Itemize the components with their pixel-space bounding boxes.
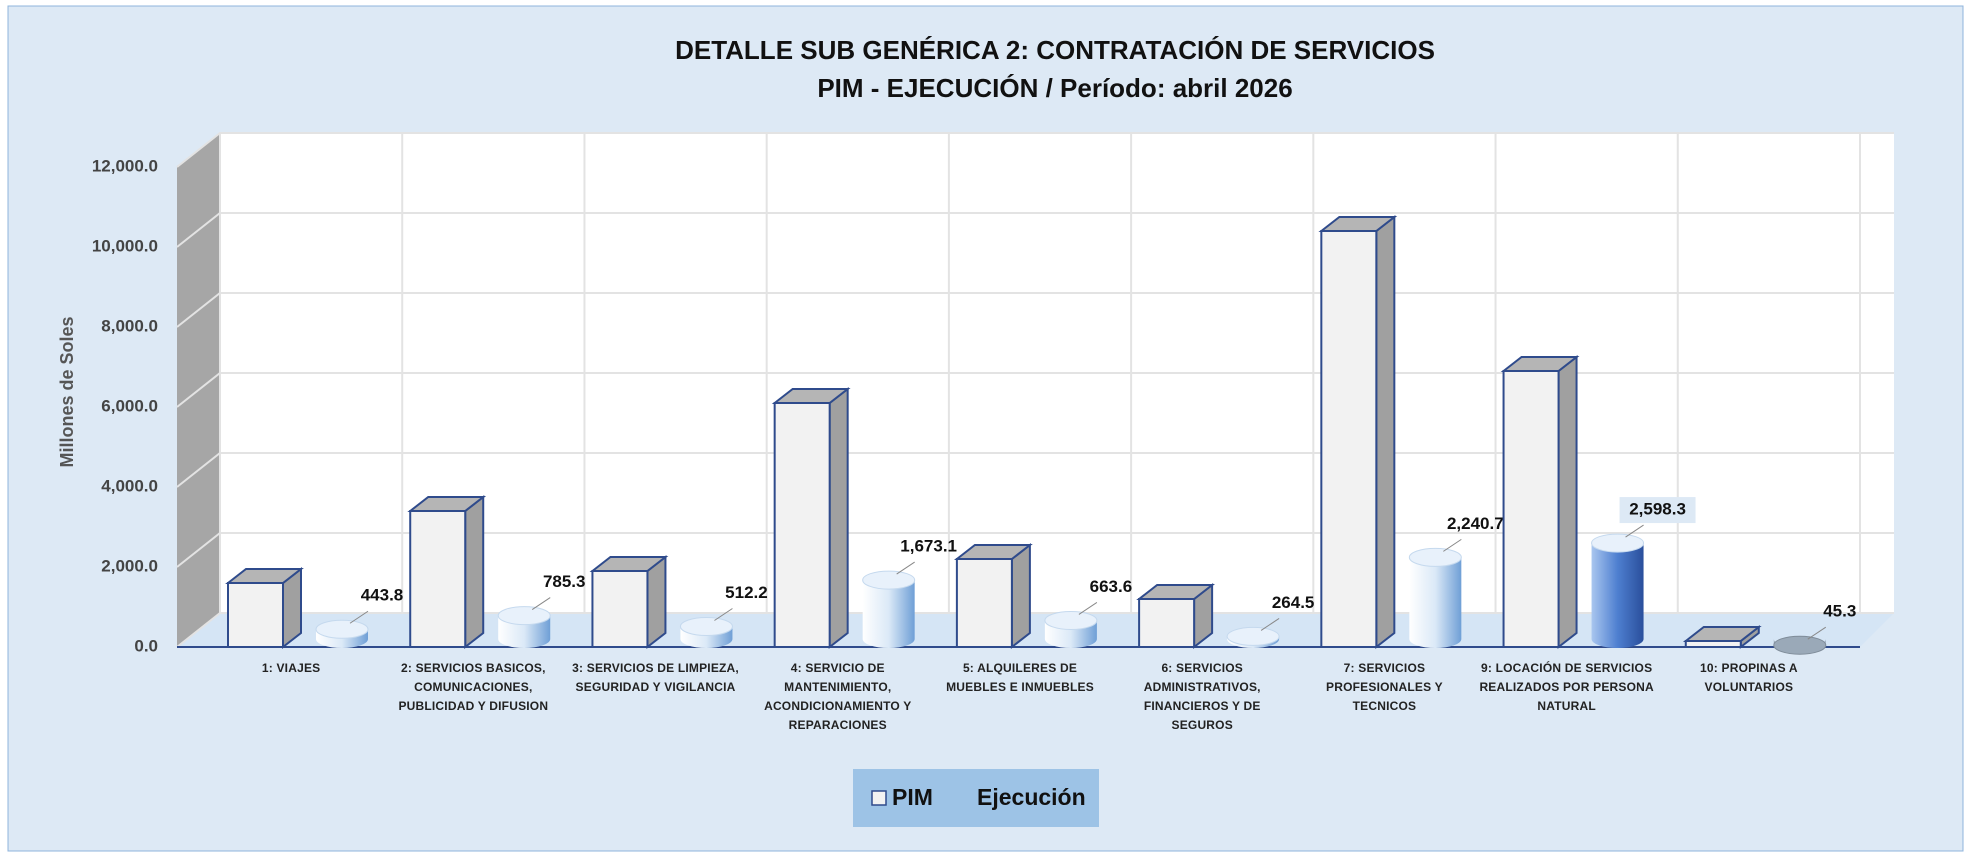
value-label: 443.8 — [361, 586, 404, 605]
ejecucion-bar-top — [1773, 635, 1827, 655]
ejecucion-bar — [862, 580, 915, 648]
pim-bar — [407, 494, 487, 650]
pim-bar-face — [227, 582, 284, 648]
pim-bar-face — [1375, 214, 1396, 650]
leader-line — [531, 597, 551, 611]
ejecucion-bar-top — [1408, 547, 1462, 567]
pim-bar-face — [646, 554, 667, 650]
y-tick-label: 6,000.0 — [101, 396, 158, 415]
pim-bar-face — [1138, 598, 1196, 648]
x-tick-label: 9: LOCACIÓN DE SERVICIOS REALIZADOS POR … — [1479, 661, 1654, 713]
ejecucion-bar-top — [1044, 610, 1098, 630]
ejecucion-bar — [1591, 543, 1644, 648]
x-tick-label: 5: ALQUILERES DE MUEBLES E INMUEBLES — [946, 661, 1094, 694]
pim-bar-face — [828, 386, 849, 650]
ejecucion-bar — [1409, 557, 1462, 648]
ejecucion-bar-top — [862, 570, 916, 590]
pim-bar — [1318, 214, 1398, 650]
leader-line — [1260, 618, 1280, 631]
pim-bar-face — [955, 558, 1013, 648]
leader-line — [714, 608, 733, 621]
value-label: 2,240.7 — [1447, 514, 1504, 533]
pim-bar — [589, 554, 669, 650]
value-label: 785.3 — [543, 572, 586, 591]
x-tick-label: 3: SERVICIOS DE LIMPIEZA, SEGURIDAD Y VI… — [572, 661, 739, 694]
ejecucion-bar-top — [315, 619, 369, 639]
value-label: 45.3 — [1823, 602, 1856, 621]
leader-line — [1078, 602, 1098, 615]
pim-bar-face — [1010, 542, 1031, 650]
leader-line — [1807, 626, 1827, 640]
pim-bar-face — [773, 402, 831, 648]
ejecucion-bar-top — [497, 606, 551, 626]
pim-bar-face — [1557, 354, 1578, 650]
value-label-bg — [1619, 497, 1696, 524]
pim-bar-face — [1684, 640, 1742, 648]
pim-bar — [225, 566, 304, 650]
value-label: 2,598.3 — [1629, 500, 1686, 519]
ejecucion-bar-top — [1226, 626, 1280, 646]
y-tick-label: 2,000.0 — [101, 556, 158, 575]
chart-title: DETALLE SUB GENÉRICA 2: CONTRATACIÓN DE … — [675, 35, 1435, 65]
leader-line — [349, 610, 369, 624]
x-tick-label: 10: PROPINAS A VOLUNTARIOS — [1700, 661, 1798, 694]
pim-bar-face — [1320, 230, 1378, 648]
leader-line — [1625, 524, 1644, 538]
x-tick-label: 4: SERVICIO DE MANTENIMIENTO, ACONDICION… — [764, 661, 912, 732]
ejecucion-bar-top — [679, 617, 733, 637]
value-label: 663.6 — [1090, 577, 1133, 596]
x-tick-label: 1: VIAJES — [261, 661, 321, 675]
pim-bar-face — [1502, 370, 1560, 648]
legend-swatch — [956, 791, 970, 805]
pim-bar — [953, 542, 1033, 650]
pim-bar — [1500, 354, 1580, 650]
x-tick-label: 7: SERVICIOS PROFESIONALES Y TECNICOS — [1326, 661, 1443, 713]
chart-subtitle: PIM - EJECUCIÓN / Período: abril 2026 — [817, 73, 1292, 103]
y-tick-label: 10,000.0 — [92, 236, 158, 255]
x-tick-label: 2: SERVICIOS BASICOS, COMUNICACIONES, PU… — [398, 661, 549, 713]
y-axis-label: Millones de Soles — [57, 316, 77, 467]
legend-swatch — [871, 790, 887, 806]
legend-label: Ejecución — [977, 784, 1086, 810]
pim-bar-face — [464, 494, 485, 650]
y-tick-label: 12,000.0 — [92, 156, 158, 175]
value-label: 512.2 — [725, 583, 768, 602]
leader-line — [896, 561, 915, 575]
x-tick-label: 6: SERVICIOS ADMINISTRATIVOS, FINANCIERO… — [1143, 661, 1261, 732]
y-tick-label: 8,000.0 — [101, 316, 158, 335]
y-tick-label: 0.0 — [134, 636, 158, 655]
value-label: 1,673.1 — [900, 537, 957, 556]
leader-line — [1443, 538, 1462, 552]
pim-bar-face — [409, 510, 467, 648]
pim-bar — [1136, 582, 1216, 650]
pim-bar — [771, 386, 851, 650]
value-label: 264.5 — [1272, 593, 1315, 612]
y-tick-label: 4,000.0 — [101, 476, 158, 495]
legend-label: PIM — [892, 784, 933, 810]
pim-bar — [1682, 624, 1762, 650]
ejecucion-bar-top — [1591, 533, 1645, 553]
legend — [853, 769, 1099, 827]
pim-bar-face — [591, 570, 649, 648]
